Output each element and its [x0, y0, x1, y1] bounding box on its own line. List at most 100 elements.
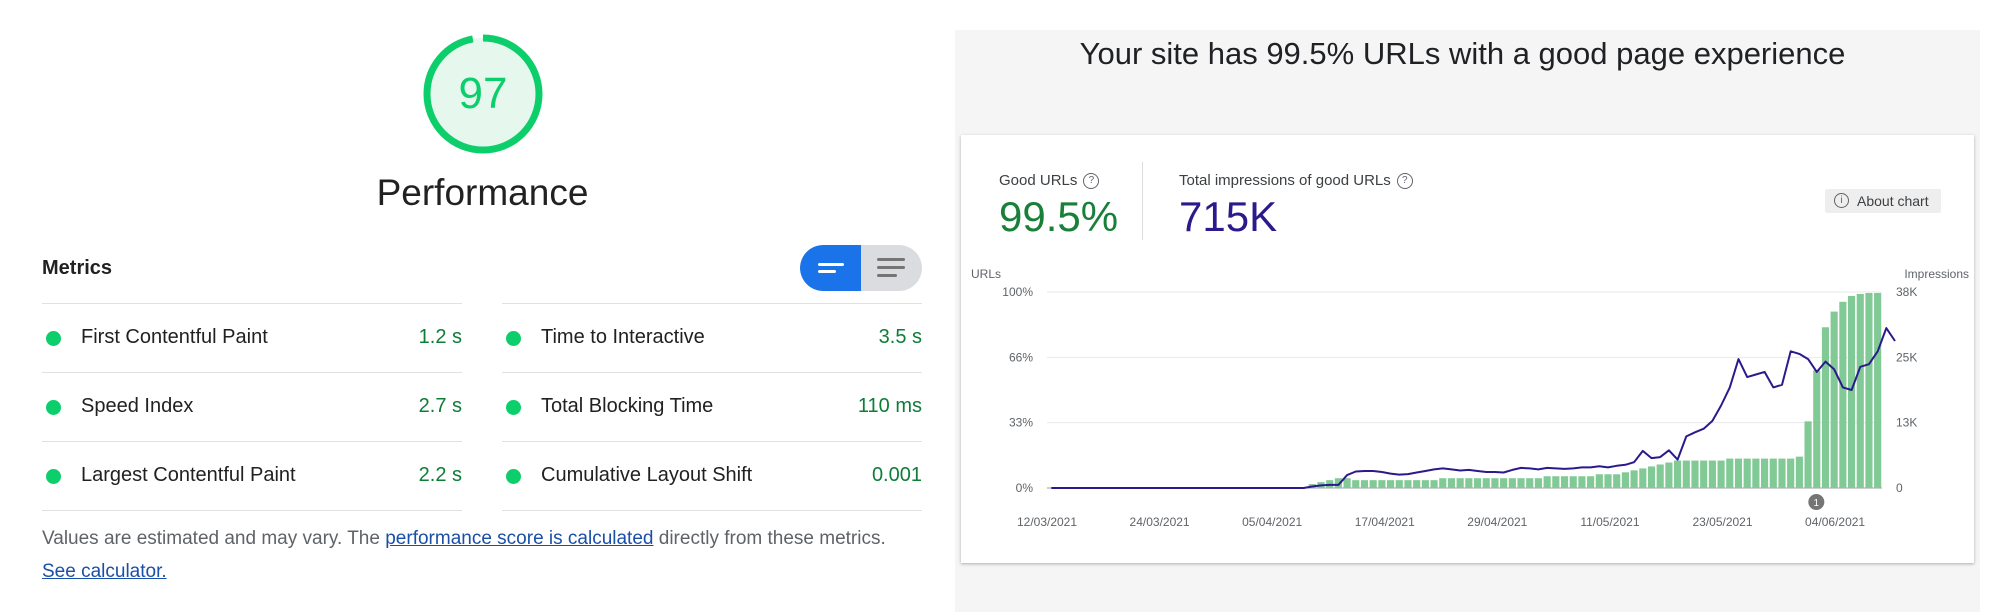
url-bar [1578, 476, 1586, 488]
url-bar [1778, 458, 1786, 488]
metric-row: First Contentful Paint 1.2 s [42, 303, 462, 372]
url-bar [1526, 478, 1534, 488]
info-icon: i [1834, 193, 1849, 208]
url-bar [1656, 464, 1664, 488]
url-bar [1839, 301, 1847, 488]
url-bar [1734, 458, 1743, 488]
url-bar [1413, 480, 1421, 488]
url-bar [1352, 480, 1360, 488]
url-bar [1439, 478, 1447, 488]
url-bar [1595, 474, 1603, 488]
x-tick-label: 29/04/2021 [1467, 515, 1527, 529]
pass-dot-icon [46, 469, 61, 484]
url-bar [1674, 460, 1682, 488]
x-tick-label: 11/05/2021 [1580, 515, 1639, 529]
url-bar [1682, 460, 1690, 488]
good-urls-label: Good URLs [999, 172, 1078, 189]
impressions-line [1051, 327, 1896, 489]
pass-dot-icon [506, 400, 521, 415]
url-bar [1369, 480, 1377, 488]
url-bar [1813, 370, 1821, 488]
metric-value: 0.001 [871, 464, 922, 486]
url-bar [1708, 460, 1716, 488]
metric-value: 1.2 s [418, 326, 462, 348]
url-bar [1726, 458, 1734, 488]
good-urls-value: 99.5% [999, 193, 1119, 241]
metrics-column-right: Time to Interactive 3.5 s Total Blocking… [502, 303, 922, 511]
url-bar [1456, 478, 1464, 488]
url-bar [1604, 474, 1612, 488]
url-bar [1378, 480, 1386, 488]
url-bar [1517, 478, 1525, 488]
help-icon[interactable]: ? [1396, 173, 1413, 190]
url-bar [1560, 476, 1569, 488]
category-title: Performance [376, 172, 589, 213]
lighthouse-panel: 97 Performance Metrics First Contentful … [0, 0, 950, 612]
metric-label: Speed Index [81, 395, 194, 417]
metrics-view-toggle[interactable] [800, 245, 922, 291]
good-urls-kpi[interactable]: Good URLs? 99.5% [999, 172, 1118, 241]
impressions-value: 715K [1179, 193, 1278, 241]
y-right-tick-label: 38K [1896, 285, 1917, 299]
metric-row: Total Blocking Time 110 ms [502, 372, 922, 441]
help-icon[interactable]: ? [1083, 173, 1100, 190]
annotation-label: 1 [1814, 498, 1820, 509]
url-bar [1787, 458, 1795, 488]
metric-label: Largest Contentful Paint [81, 464, 296, 486]
metric-label: First Contentful Paint [81, 326, 268, 348]
good-urls-card: Good URLs? 99.5% Total impressions of go… [961, 135, 1974, 563]
url-bar [1752, 458, 1760, 488]
about-chart-label: About chart [1857, 193, 1929, 209]
y-left-tick-label: 33% [1009, 416, 1033, 430]
metric-row: Largest Contentful Paint 2.2 s [42, 441, 462, 511]
y-left-tick-label: 100% [1002, 285, 1033, 299]
url-bar [1387, 480, 1395, 488]
about-chart-button[interactable]: i About chart [1825, 189, 1941, 213]
url-bar [1621, 472, 1629, 488]
y-left-tick-label: 0% [1016, 481, 1034, 495]
url-bar [1569, 476, 1577, 488]
url-bar [1700, 460, 1708, 488]
metric-label: Total Blocking Time [541, 395, 714, 417]
metric-value: 110 ms [857, 395, 922, 417]
url-bar [1491, 478, 1499, 488]
pass-dot-icon [506, 469, 521, 484]
url-bar [1404, 480, 1412, 488]
x-tick-label: 05/04/2021 [1242, 515, 1302, 529]
url-bar [1534, 478, 1542, 488]
url-bar [1613, 474, 1621, 488]
url-bar [1639, 468, 1647, 488]
metric-row: Time to Interactive 3.5 s [502, 303, 922, 372]
note-text: Values are estimated and may vary. The [42, 528, 386, 549]
y-left-tick-label: 66% [1009, 350, 1033, 364]
score-calculation-link[interactable]: performance score is calculated [385, 528, 654, 549]
pass-dot-icon [506, 331, 521, 346]
metrics-column-left: First Contentful Paint 1.2 s Speed Index… [42, 303, 462, 511]
metric-label: Time to Interactive [541, 326, 705, 348]
impressions-kpi[interactable]: Total impressions of good URLs? 715K [1179, 172, 1413, 241]
url-bar [1421, 480, 1429, 488]
annotation-marker[interactable] [1808, 494, 1825, 510]
url-bar [1482, 478, 1490, 488]
metric-label: Cumulative Layout Shift [541, 464, 753, 486]
calculator-link[interactable]: See calculator. [42, 561, 167, 582]
url-bar [1647, 466, 1656, 488]
url-bar [1395, 480, 1403, 488]
url-bar [1665, 462, 1673, 488]
url-bar [1717, 460, 1725, 488]
url-bar [1552, 476, 1560, 488]
url-bar [1847, 295, 1856, 488]
url-bar [1587, 476, 1595, 488]
x-tick-label: 23/05/2021 [1692, 515, 1752, 529]
url-bar [1830, 311, 1838, 488]
y-right-tick-label: 0 [1896, 481, 1903, 495]
x-tick-label: 24/03/2021 [1130, 515, 1190, 529]
url-bar [1769, 458, 1777, 488]
url-bar [1473, 478, 1482, 488]
url-bar [1865, 292, 1873, 488]
expanded-view-button[interactable] [861, 245, 922, 291]
url-bar [1821, 327, 1830, 488]
impressions-label: Total impressions of good URLs [1179, 172, 1391, 189]
url-bar [1874, 292, 1882, 488]
collapsed-view-button[interactable] [800, 245, 861, 291]
